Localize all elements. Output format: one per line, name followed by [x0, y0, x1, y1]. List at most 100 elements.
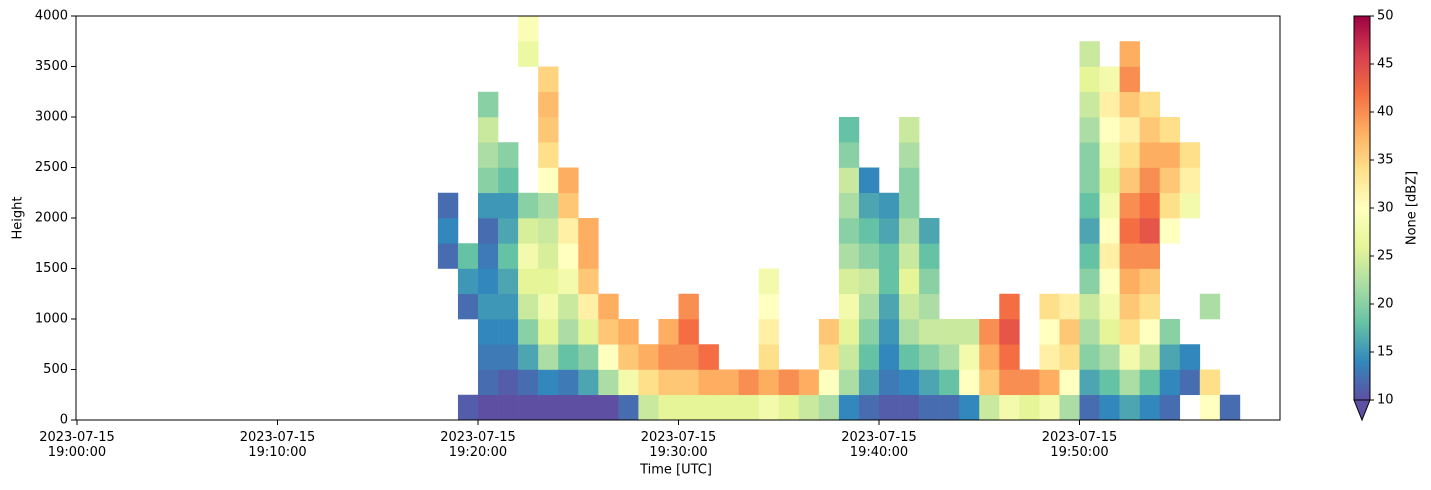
cell [437, 192, 459, 219]
colorbar-tick-label: 25 [1377, 249, 1394, 264]
cell [959, 394, 980, 421]
cell [1079, 66, 1100, 93]
cell [919, 243, 940, 269]
cell [498, 142, 519, 168]
cell [518, 293, 539, 320]
cell [879, 319, 900, 345]
cell [1119, 218, 1140, 244]
cell [518, 369, 539, 396]
cell [1139, 344, 1161, 370]
cell [1079, 91, 1100, 118]
cell [498, 293, 519, 320]
cell [919, 319, 940, 345]
cell [919, 218, 940, 244]
cell [578, 243, 599, 269]
cell [1099, 192, 1120, 219]
cell [1019, 369, 1040, 396]
cell [1079, 192, 1100, 219]
cell [578, 394, 599, 421]
cell [858, 319, 880, 345]
y-tick-label: 2500 [35, 160, 68, 175]
cell [1159, 344, 1181, 370]
cell [1059, 293, 1080, 320]
cell [558, 268, 579, 295]
cell [558, 344, 579, 370]
cell [1119, 192, 1140, 219]
cell [457, 293, 479, 320]
y-tick-label: 1000 [35, 312, 68, 327]
cell [1159, 394, 1181, 421]
cell [939, 394, 960, 421]
cell [1079, 243, 1100, 269]
cell [598, 293, 619, 320]
cell [498, 344, 519, 370]
cell [899, 344, 920, 370]
cell [618, 369, 639, 396]
cell [1119, 91, 1140, 118]
cell [578, 268, 599, 295]
cell [858, 243, 880, 269]
cell [1099, 268, 1120, 295]
cell [899, 167, 920, 194]
cell [1039, 394, 1060, 421]
colorbar-tick-label: 15 [1377, 345, 1394, 360]
cell [1119, 369, 1140, 396]
cell [518, 268, 539, 295]
cell [1139, 293, 1161, 320]
cell [638, 394, 659, 421]
cell [1139, 142, 1161, 168]
cell [437, 218, 459, 244]
x-axis-label: Time [UTC] [639, 463, 712, 478]
cell [899, 192, 920, 219]
cell [578, 293, 599, 320]
cell [899, 394, 920, 421]
cell [818, 369, 840, 396]
y-tick-label: 0 [60, 413, 68, 428]
cell [1059, 319, 1080, 345]
cell [1079, 218, 1100, 244]
cell [538, 218, 559, 244]
cell [1019, 394, 1040, 421]
cell [1119, 167, 1140, 194]
cell [939, 319, 960, 345]
cell [979, 369, 1000, 396]
cell [498, 218, 519, 244]
cell [478, 167, 499, 194]
cell [879, 192, 900, 219]
cell [1159, 369, 1181, 396]
cell [1119, 293, 1140, 320]
cell [578, 344, 599, 370]
cell [798, 394, 820, 421]
cell [638, 344, 659, 370]
cell [838, 293, 860, 320]
cell [718, 394, 739, 421]
x-tick-label: 2023-07-15 19:10:00 [240, 430, 316, 460]
cell [919, 344, 940, 370]
cell [598, 394, 619, 421]
cell [658, 319, 679, 345]
cell [1139, 218, 1161, 244]
cell [1159, 142, 1181, 168]
colorbar-tick-label: 50 [1377, 9, 1394, 24]
cell [758, 268, 780, 295]
cell [879, 268, 900, 295]
cell [879, 394, 900, 421]
cell [1159, 117, 1181, 143]
cell [1099, 369, 1120, 396]
cell [1139, 192, 1161, 219]
cell [1099, 117, 1120, 143]
cell [478, 192, 499, 219]
cell [1119, 268, 1140, 295]
cell [758, 344, 780, 370]
cell [1119, 394, 1140, 421]
cell [538, 66, 559, 93]
cell [498, 268, 519, 295]
cell [838, 218, 860, 244]
cell [598, 369, 619, 396]
y-tick-label: 500 [43, 362, 68, 377]
cell [1039, 344, 1060, 370]
cell [538, 394, 559, 421]
cell [879, 369, 900, 396]
cell [558, 167, 579, 194]
cell [718, 369, 739, 396]
